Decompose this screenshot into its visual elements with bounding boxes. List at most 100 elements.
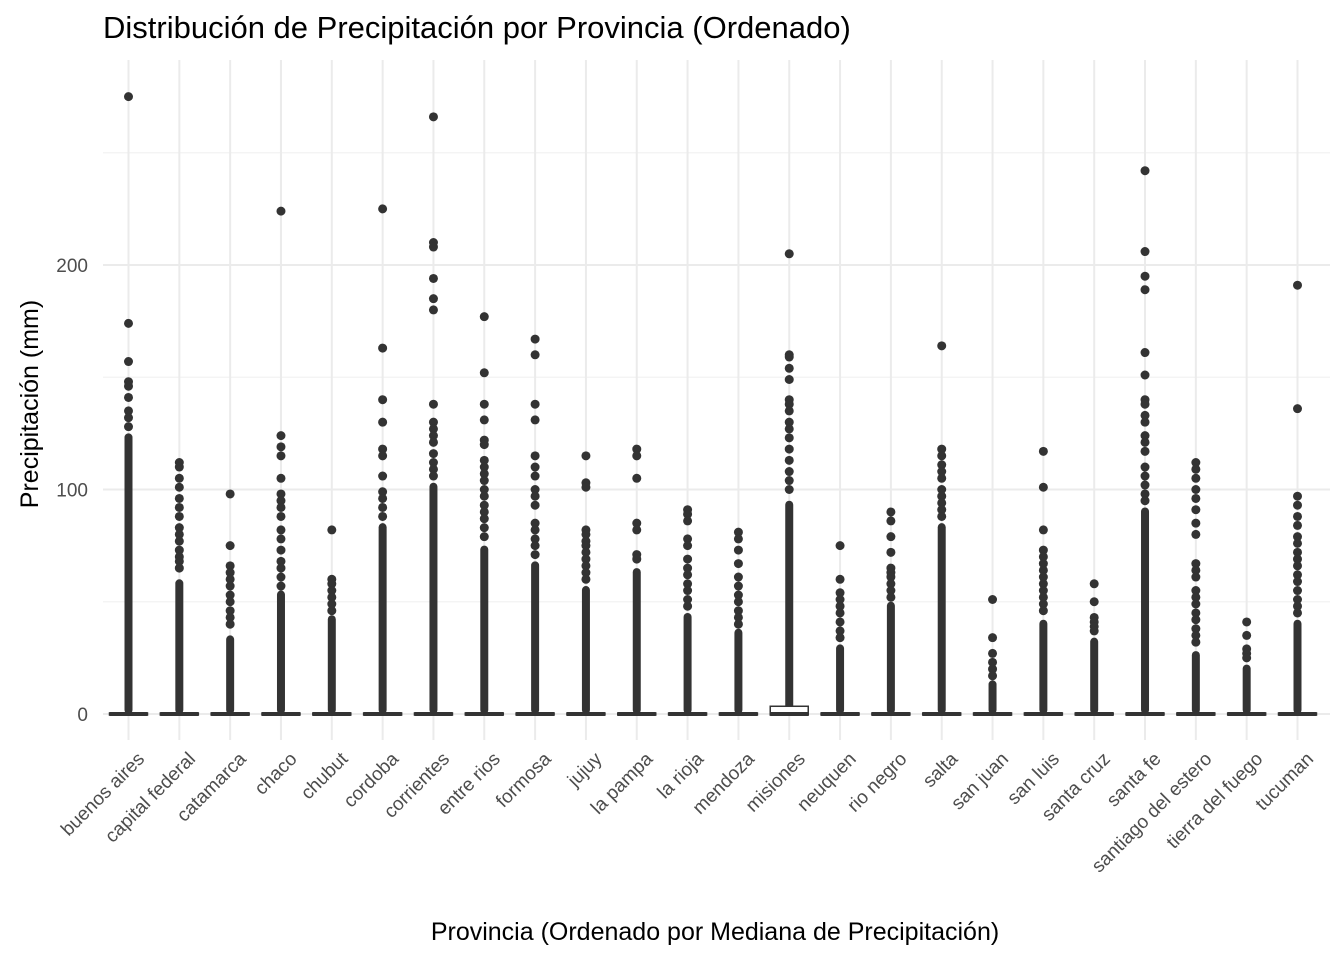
outlier-point [886, 592, 896, 602]
outlier-column [1039, 619, 1048, 714]
outlier-point [1293, 547, 1302, 557]
outlier-point [174, 473, 184, 483]
outlier-point [784, 455, 794, 465]
outlier-point [1191, 565, 1201, 575]
mark-layer [108, 92, 1318, 716]
outlier-point [530, 485, 540, 494]
outlier-point [733, 545, 743, 555]
outlier-point [276, 581, 286, 591]
outlier-point [581, 529, 591, 539]
outlier-point [1140, 489, 1150, 499]
outlier-point [276, 534, 286, 544]
outlier-point [1191, 485, 1201, 494]
outlier-point [1191, 572, 1201, 582]
outlier-point [1191, 630, 1201, 640]
outlier-point [124, 422, 133, 432]
outlier-point [530, 518, 540, 528]
outlier-point [1191, 464, 1201, 474]
outlier-point [428, 305, 438, 315]
outlier-point [937, 460, 947, 470]
outlier-point [378, 451, 388, 461]
box-entre-rios [464, 312, 505, 716]
outlier-column [632, 568, 641, 714]
outlier-point [1293, 404, 1302, 414]
outlier-point [124, 413, 133, 423]
box-santa-fe [1125, 166, 1165, 716]
outlier-point [937, 341, 947, 351]
outlier-point [784, 363, 794, 373]
outlier-point [1038, 572, 1048, 582]
outlier-point [581, 482, 591, 492]
outlier-point [1140, 462, 1150, 472]
y-tick-label: 100 [56, 481, 88, 502]
outlier-point [835, 617, 845, 627]
outlier-point [784, 249, 794, 259]
y-tick-label: 200 [56, 256, 88, 277]
outlier-point [733, 559, 743, 569]
outlier-column [480, 545, 489, 714]
outlier-point [581, 554, 591, 564]
outlier-point [428, 294, 438, 304]
outlier-point [733, 619, 743, 629]
outlier-point [1038, 559, 1048, 569]
outlier-point [428, 437, 438, 447]
outlier-point [1089, 626, 1099, 636]
outlier-point [1191, 599, 1201, 609]
outlier-point [1038, 552, 1048, 562]
outlier-point [733, 534, 743, 544]
outlier-point [784, 352, 794, 362]
outlier-point [988, 657, 998, 667]
outlier-point [124, 357, 133, 367]
outlier-point [835, 608, 845, 618]
outlier-point [1293, 532, 1302, 542]
x-axis-title: Provincia (Ordenado por Mediana de Preci… [431, 918, 999, 946]
outlier-point [835, 626, 845, 636]
outlier-point [225, 597, 235, 607]
box-misiones [769, 249, 809, 716]
outlier-point [378, 493, 388, 503]
outlier-point [276, 442, 286, 452]
outlier-point [886, 507, 896, 517]
box-rio-negro [871, 507, 911, 716]
box-la-pampa [617, 444, 657, 716]
box-neuquen [820, 541, 860, 716]
outlier-point [530, 415, 540, 425]
outlier-column [937, 523, 946, 714]
outlier-point [1140, 410, 1150, 420]
outlier-point [428, 273, 438, 283]
outlier-point [835, 595, 845, 605]
outlier-point [1140, 247, 1150, 257]
outlier-point [225, 568, 235, 578]
outlier-point [479, 514, 489, 524]
outlier-point [428, 417, 438, 427]
outlier-column [175, 579, 184, 714]
outlier-point [1038, 606, 1048, 616]
outlier-point [1089, 579, 1099, 589]
box-la-rioja [667, 505, 708, 716]
outlier-point [1191, 608, 1201, 618]
outlier-point [1140, 370, 1150, 380]
outlier-point [1293, 280, 1302, 290]
outlier-point [784, 424, 794, 434]
outlier-point [581, 451, 591, 461]
outlier-point [1242, 653, 1252, 663]
outlier-point [835, 588, 845, 598]
outlier-column [1090, 637, 1099, 714]
outlier-point [378, 417, 388, 427]
outlier-point [276, 511, 286, 521]
outlier-point [632, 444, 642, 454]
box-san-luis [1023, 446, 1064, 716]
outlier-point [1293, 570, 1302, 580]
outlier-point [327, 579, 337, 589]
outlier-column [988, 680, 997, 714]
outlier-column [1191, 651, 1200, 714]
outlier-point [276, 206, 286, 216]
outlier-point [1191, 592, 1201, 602]
outlier-point [428, 464, 438, 474]
outlier-point [1038, 545, 1048, 555]
outlier-point [1191, 586, 1201, 596]
outlier-point [428, 449, 438, 459]
outlier-point [225, 561, 235, 571]
outlier-point [1191, 529, 1201, 539]
outlier-point [327, 586, 337, 596]
